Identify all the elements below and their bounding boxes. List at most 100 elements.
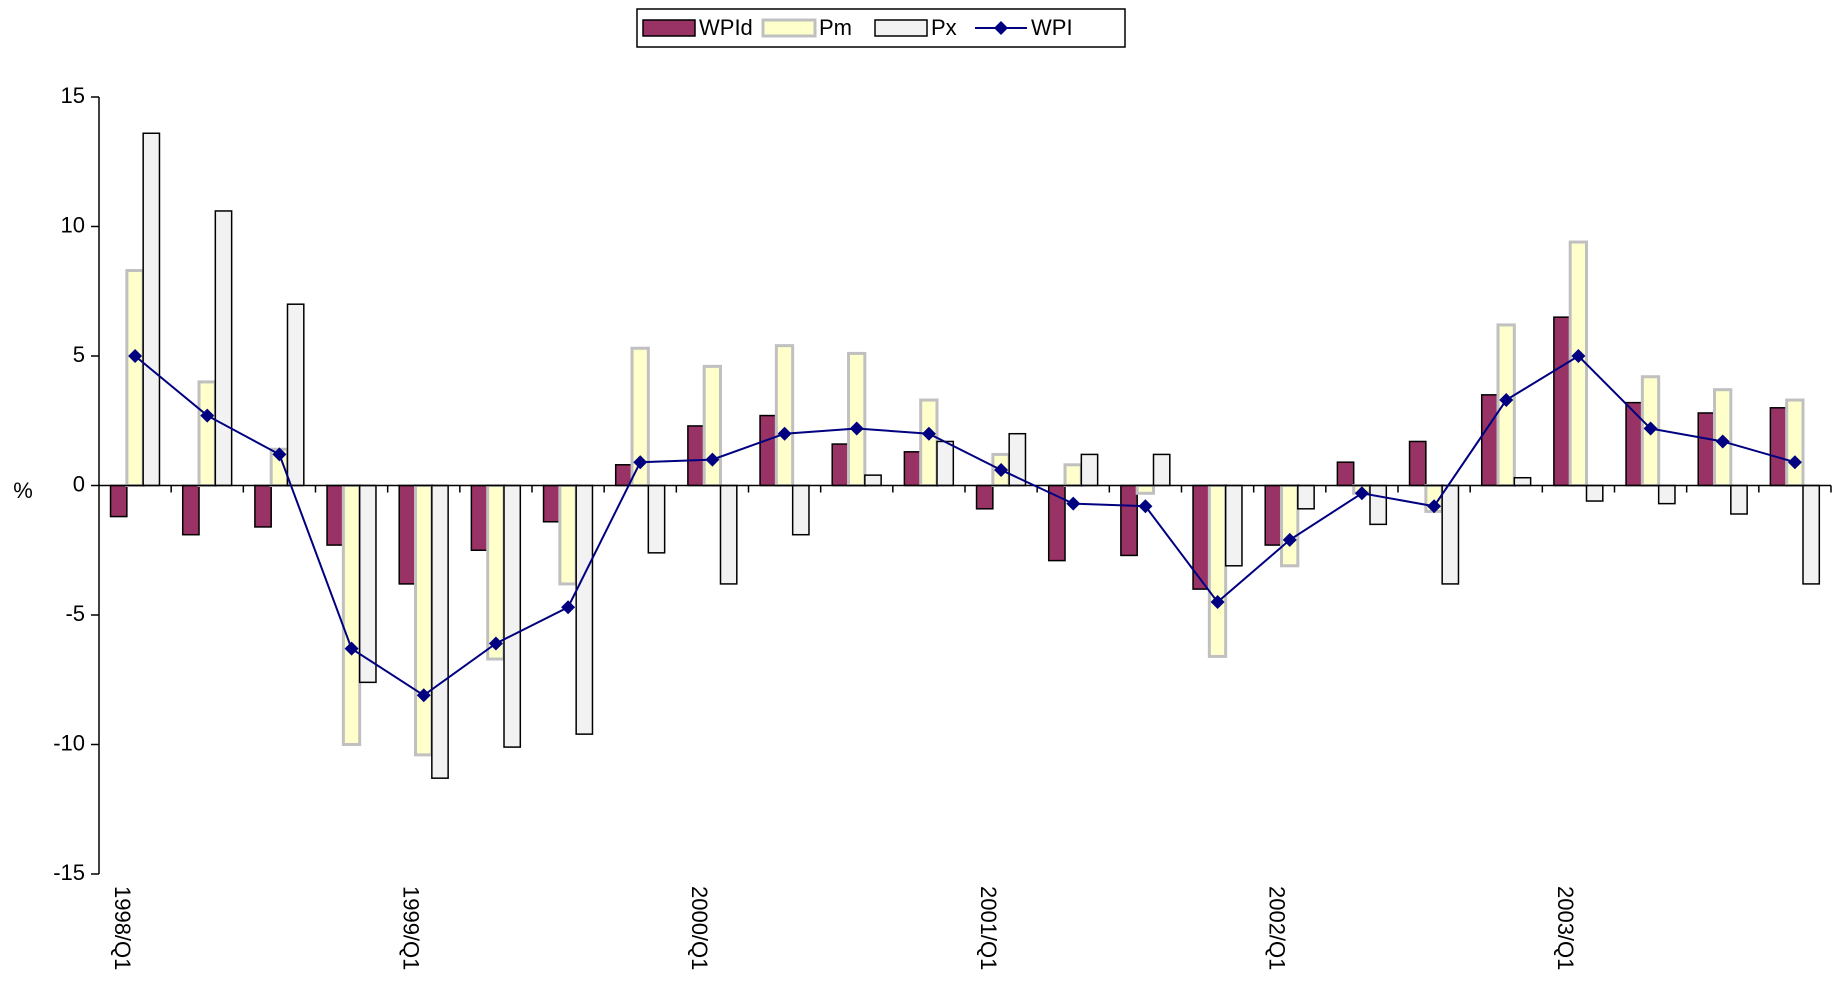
bar <box>702 364 722 487</box>
bar <box>1080 453 1099 487</box>
bar <box>847 351 867 487</box>
bar <box>558 484 578 586</box>
line-marker <box>777 426 792 441</box>
bar <box>1120 484 1138 557</box>
line-marker <box>1499 393 1514 408</box>
line-marker <box>705 452 720 467</box>
bar <box>1513 476 1532 487</box>
bar <box>503 484 522 748</box>
bar <box>936 440 955 487</box>
y-tick-label: 5 <box>73 342 85 367</box>
x-tick-label: 2001/Q1 <box>976 886 1001 970</box>
line-marker <box>1354 486 1369 501</box>
bar <box>1063 463 1083 487</box>
bar <box>687 425 705 487</box>
bar <box>1369 484 1388 526</box>
bar <box>197 380 217 487</box>
y-tick-label: 0 <box>73 471 85 496</box>
bar <box>142 132 161 487</box>
bar <box>1657 484 1676 505</box>
legend: WPId Pm Px WPI <box>636 8 1126 48</box>
bar <box>831 443 850 487</box>
line-marker <box>561 600 576 615</box>
bar <box>903 451 922 487</box>
bar <box>358 484 377 684</box>
bar <box>1408 440 1427 487</box>
bar <box>254 484 272 528</box>
line-marker <box>1643 421 1658 436</box>
line <box>134 354 1796 697</box>
bar <box>542 484 561 523</box>
bar <box>286 303 305 487</box>
x-tick-label: 1999/Q1 <box>399 886 424 970</box>
bar <box>1152 453 1171 487</box>
bar <box>1785 398 1805 487</box>
legend-swatch <box>761 18 817 38</box>
line-marker <box>633 455 648 470</box>
bar <box>1297 484 1315 510</box>
bar <box>1224 484 1243 567</box>
bar <box>1207 484 1228 658</box>
bar <box>791 484 810 536</box>
bar <box>398 484 417 585</box>
line-marker <box>272 447 287 462</box>
bar <box>647 484 666 554</box>
x-tick-label: 2000/Q1 <box>687 886 712 970</box>
bar <box>1802 484 1821 585</box>
bar <box>125 269 145 487</box>
line-marker <box>1210 595 1225 610</box>
bar <box>181 484 200 536</box>
line-marker <box>1427 499 1442 514</box>
y-tick-label: 10 <box>61 212 85 237</box>
bar <box>1625 401 1644 487</box>
y-tick-label: -10 <box>53 730 85 755</box>
bar <box>759 414 778 487</box>
bar <box>719 484 738 585</box>
line-marker <box>994 462 1009 477</box>
legend-label: Px <box>931 15 957 40</box>
line-marker <box>1282 532 1297 547</box>
bar <box>1480 394 1499 487</box>
bar <box>919 398 939 487</box>
bar <box>575 484 594 735</box>
x-tick-label: 2003/Q1 <box>1553 886 1578 970</box>
line-marker <box>488 636 503 651</box>
bar <box>486 484 506 661</box>
bar <box>1264 484 1283 546</box>
bar <box>326 484 345 546</box>
legend-marker <box>994 21 1008 35</box>
line-marker <box>1715 434 1730 449</box>
y-axis-label: % <box>13 478 33 503</box>
bar <box>1336 461 1355 487</box>
bar <box>975 484 994 510</box>
x-tick-label: 2002/Q1 <box>1265 886 1290 970</box>
bar <box>341 484 362 746</box>
bar <box>1135 484 1155 495</box>
bar <box>470 484 489 551</box>
bar <box>414 484 434 757</box>
bar <box>1568 240 1588 487</box>
y-tick-label: -5 <box>65 601 85 626</box>
bar <box>1769 407 1788 487</box>
line-marker <box>416 688 431 703</box>
legend-label: WPI <box>1031 15 1073 40</box>
line-marker <box>1066 496 1081 511</box>
legend-swatch <box>874 19 928 37</box>
legend-label: Pm <box>819 15 852 40</box>
line-marker <box>1787 455 1802 470</box>
bar <box>1553 316 1571 487</box>
line-marker <box>200 408 215 423</box>
line-marker <box>1138 499 1153 514</box>
bar <box>109 484 128 518</box>
legend-label: WPId <box>699 15 753 40</box>
bar <box>1280 484 1300 568</box>
bar <box>1730 484 1748 515</box>
line-marker <box>849 421 864 436</box>
line-marker <box>921 426 936 441</box>
legend-swatch <box>642 19 696 37</box>
line-marker <box>344 641 359 656</box>
bar <box>1585 484 1604 502</box>
y-tick-label: 15 <box>61 83 85 108</box>
bar <box>214 210 233 487</box>
